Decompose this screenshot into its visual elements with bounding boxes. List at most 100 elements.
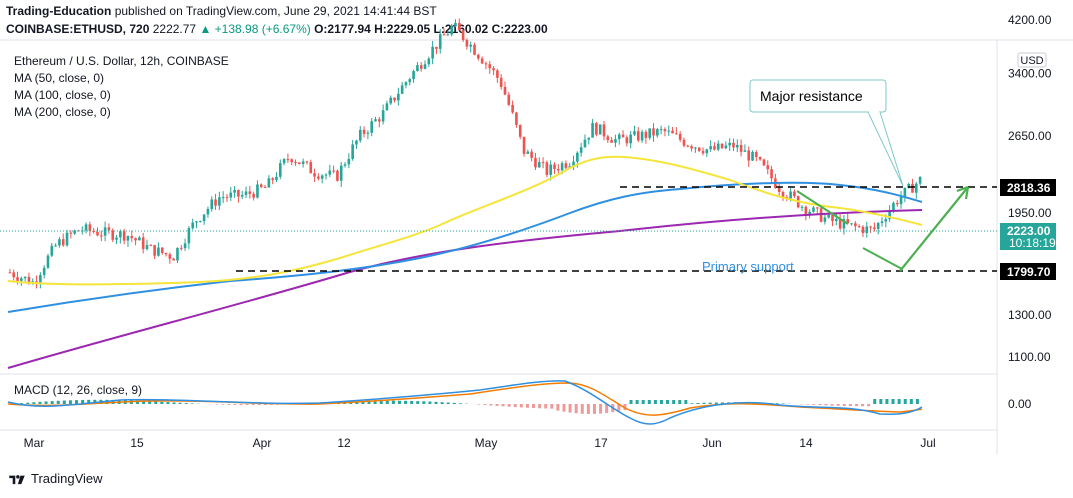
candle-body xyxy=(229,192,233,198)
time-tick-label: Mar xyxy=(24,436,45,450)
candle-body xyxy=(892,202,895,211)
candle-body xyxy=(842,219,846,229)
candle-body xyxy=(206,208,210,215)
resistance-price-badge xyxy=(1000,179,1056,196)
currency-label: USD xyxy=(1020,55,1043,67)
tradingview-footer[interactable]: TradingView xyxy=(8,471,103,486)
macd-histogram-bar xyxy=(56,400,60,404)
chart-legend: Ethereum / U.S. Dollar, 12h, COINBASE MA… xyxy=(14,53,229,121)
time-tick-label: Jun xyxy=(702,436,721,450)
candle-body xyxy=(317,176,320,179)
candle-body xyxy=(381,110,385,122)
macd-histogram-bar xyxy=(885,399,889,404)
candle-body xyxy=(282,159,286,164)
candle-body xyxy=(465,39,469,47)
candle-body xyxy=(370,121,373,133)
price-tick-label: 1100.00 xyxy=(1008,350,1051,364)
macd-histogram-bar xyxy=(848,404,852,407)
candle-body xyxy=(659,129,663,131)
candle-body xyxy=(46,255,50,268)
candle-body xyxy=(636,131,640,141)
candle-body xyxy=(149,245,153,247)
candle-body xyxy=(88,224,92,231)
candle-body xyxy=(202,214,206,222)
candle-body xyxy=(290,159,294,163)
macd-histogram-bar xyxy=(854,404,858,407)
close-value: C:2223.00 xyxy=(491,22,548,36)
candle-body xyxy=(480,58,484,64)
candle-body xyxy=(876,223,880,229)
candle-body xyxy=(50,245,54,256)
macd-histogram-bar xyxy=(221,404,225,405)
candle-body xyxy=(454,22,457,27)
candle-body xyxy=(457,22,461,31)
candle-body xyxy=(271,178,274,181)
legend-ma100[interactable]: MA (100, close, 0) xyxy=(14,88,111,102)
candle-body xyxy=(301,161,305,165)
macd-histogram-bar xyxy=(397,400,401,404)
macd-histogram-bar xyxy=(617,404,621,412)
macd-histogram-bar xyxy=(592,404,596,414)
major-resistance-callout[interactable] xyxy=(749,79,887,113)
candle-body xyxy=(610,140,613,143)
time-tick-label: 17 xyxy=(594,436,608,450)
macd-histogram-bar xyxy=(641,400,645,404)
candle-body xyxy=(789,191,792,199)
candle-body xyxy=(446,34,450,36)
candle-body xyxy=(503,86,507,95)
downtrend-line xyxy=(796,190,849,225)
macd-histogram-bar xyxy=(270,404,274,405)
time-tick-label: 12 xyxy=(337,436,351,450)
candle-body xyxy=(435,46,438,49)
legend-title[interactable]: Ethereum / U.S. Dollar, 12h, COINBASE xyxy=(14,54,229,68)
candle-body xyxy=(625,137,629,144)
candle-body xyxy=(534,157,537,168)
candle-body xyxy=(815,207,819,209)
candle-body xyxy=(560,163,564,171)
macd-histogram-bar xyxy=(830,404,834,406)
candle-body xyxy=(141,237,145,250)
candle-body xyxy=(237,189,240,197)
legend-ma200[interactable]: MA (200, close, 0) xyxy=(14,105,111,119)
macd-histogram-bar xyxy=(44,401,48,404)
candle-body xyxy=(65,232,69,246)
candle-body xyxy=(309,162,313,174)
macd-histogram-bar xyxy=(696,403,700,404)
macd-histogram-bar xyxy=(507,404,511,407)
candle-body xyxy=(100,235,103,237)
candle-body xyxy=(42,267,46,275)
candle-body xyxy=(857,226,861,228)
candle-body xyxy=(107,227,111,231)
projection-arrowhead-icon xyxy=(956,185,970,200)
publisher-user[interactable]: Trading-Education xyxy=(6,4,112,18)
candle-body xyxy=(576,152,579,162)
candle-body xyxy=(115,237,118,240)
last-price: 2222.77 xyxy=(152,22,197,36)
candle-body xyxy=(713,146,716,150)
candle-body xyxy=(492,68,495,71)
macd-histogram-bar xyxy=(257,404,261,406)
candle-body xyxy=(522,136,526,154)
macd-histogram-bar xyxy=(404,400,408,404)
candle-body xyxy=(602,124,606,137)
candle-body xyxy=(374,119,377,122)
candle-body xyxy=(656,129,659,136)
macd-histogram-bar xyxy=(647,400,651,404)
macd-histogram-bar xyxy=(184,403,188,404)
major-resistance-label: Major resistance xyxy=(760,88,863,104)
candle-body xyxy=(648,128,652,138)
legend-ma50[interactable]: MA (50, close, 0) xyxy=(14,71,105,85)
candle-body xyxy=(134,238,137,241)
candle-body xyxy=(122,231,126,241)
candle-body xyxy=(732,142,735,148)
candle-body xyxy=(214,199,217,206)
candle-body xyxy=(160,247,164,253)
macd-legend[interactable]: MACD (12, 26, close, 9) xyxy=(14,383,143,397)
macd-histogram-bar xyxy=(867,404,871,407)
time-axis[interactable]: Mar 15 Apr 12 May 17 Jun 14 Jul xyxy=(24,436,936,450)
macd-histogram-bar xyxy=(239,404,243,406)
candle-body xyxy=(484,63,488,65)
macd-histogram-bar xyxy=(446,402,450,404)
macd-histogram-bar xyxy=(909,399,913,404)
